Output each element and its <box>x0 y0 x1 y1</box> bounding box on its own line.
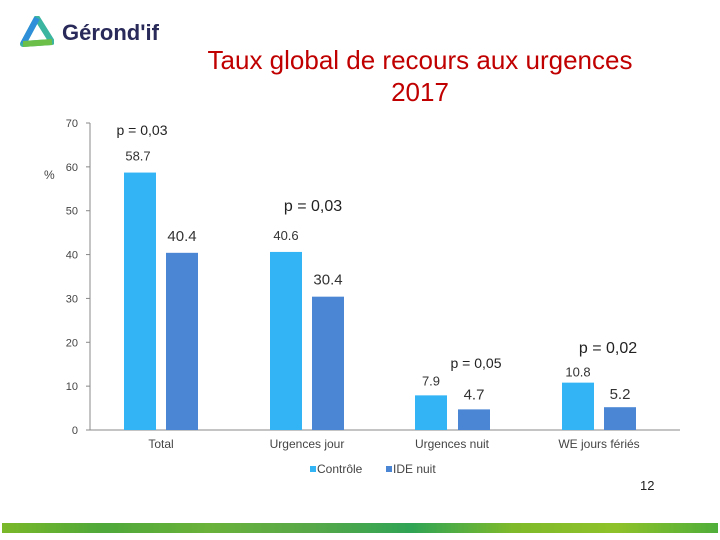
bar-controle <box>562 382 594 430</box>
data-label: 40.6 <box>273 228 298 243</box>
bar-ide-nuit <box>458 409 490 430</box>
y-tick-label: 20 <box>66 337 78 349</box>
p-value-annotation: p = 0,03 <box>284 198 342 215</box>
chart-title: Taux global de recours aux urgences 2017 <box>160 44 680 108</box>
p-value-annotation: p = 0,02 <box>579 340 637 357</box>
data-label: 40.4 <box>167 228 196 245</box>
bar-controle <box>270 251 302 430</box>
y-tick-label: 40 <box>66 250 78 262</box>
logo-icon <box>20 16 54 47</box>
legend-swatch <box>386 466 392 472</box>
data-label: 58.7 <box>125 149 150 164</box>
data-label: 10.8 <box>565 365 590 380</box>
x-tick-label: Total <box>148 437 173 451</box>
y-tick-label: 0 <box>72 425 78 437</box>
y-tick-label: 60 <box>66 162 78 174</box>
legend-swatch <box>310 466 316 472</box>
page-number: 12 <box>640 478 655 493</box>
y-tick-label: 30 <box>66 293 78 305</box>
y-tick-label: 70 <box>66 118 78 130</box>
bar-chart: 0 10 20 30 40 50 60 70% 58.7 40.4 Total 40.6 30.4 Urg… <box>44 118 680 476</box>
bar-controle <box>415 395 447 430</box>
y-tick-label: 50 <box>66 206 78 218</box>
x-tick-label: WE jours fériés <box>558 437 639 451</box>
legend-label: Contrôle <box>317 462 363 476</box>
bar-controle <box>124 172 156 430</box>
logo-text: Gérond'if <box>62 20 159 45</box>
x-tick-label: Urgences nuit <box>415 437 490 451</box>
bar-ide-nuit <box>166 252 198 430</box>
data-label: 30.4 <box>313 272 342 289</box>
footer-stripe <box>2 523 718 533</box>
p-value-annotation: p = 0,05 <box>451 355 502 371</box>
bar-ide-nuit <box>604 407 636 430</box>
x-tick-label: Urgences jour <box>270 437 345 451</box>
data-label: 5.2 <box>610 386 631 403</box>
y-tick-label: 10 <box>66 381 78 393</box>
y-axis-label: % <box>44 168 55 182</box>
logo: Gérond'if <box>20 16 159 50</box>
data-label: 7.9 <box>422 373 440 388</box>
title-line-1: Taux global de recours aux urgences <box>207 45 633 75</box>
legend-label: IDE nuit <box>393 462 436 476</box>
bar-ide-nuit <box>312 296 344 430</box>
p-value-annotation: p = 0,03 <box>117 122 168 138</box>
data-label: 4.7 <box>464 386 485 403</box>
title-line-2: 2017 <box>391 77 449 107</box>
